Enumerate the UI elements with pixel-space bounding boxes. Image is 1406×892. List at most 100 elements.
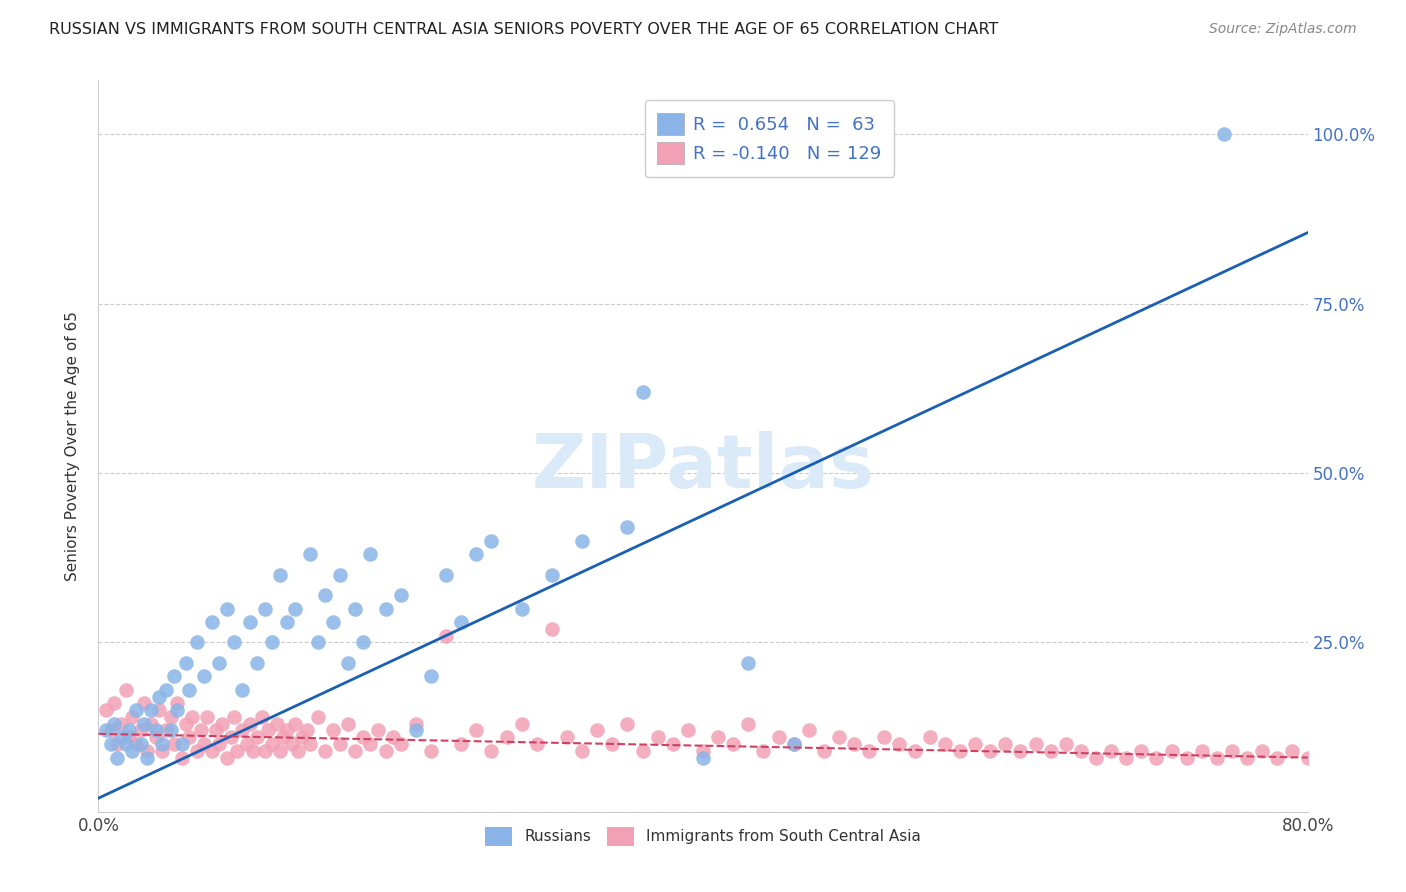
Point — [246, 730, 269, 744]
Point — [918, 730, 941, 744]
Point — [132, 716, 155, 731]
Point — [299, 547, 322, 561]
Point — [269, 567, 291, 582]
Point — [329, 737, 352, 751]
Point — [737, 716, 759, 731]
Point — [797, 723, 820, 738]
Point — [166, 703, 188, 717]
Point — [336, 656, 359, 670]
Point — [118, 723, 141, 738]
Point — [215, 601, 238, 615]
Point — [150, 737, 173, 751]
Point — [94, 703, 117, 717]
Point — [1039, 744, 1062, 758]
Point — [510, 601, 533, 615]
Point — [481, 744, 503, 758]
Point — [1160, 744, 1182, 758]
Point — [105, 737, 128, 751]
Point — [205, 723, 228, 738]
Point — [631, 744, 654, 758]
Point — [256, 723, 278, 738]
Point — [1296, 750, 1319, 764]
Point — [1054, 737, 1077, 751]
Point — [269, 744, 291, 758]
Text: ZIPatlas: ZIPatlas — [531, 432, 875, 505]
Point — [287, 744, 309, 758]
Point — [125, 703, 148, 717]
Point — [994, 737, 1017, 751]
Point — [129, 723, 152, 738]
Point — [465, 723, 488, 738]
Point — [195, 710, 218, 724]
Point — [125, 737, 148, 751]
Point — [813, 744, 835, 758]
Point — [163, 737, 186, 751]
Point — [934, 737, 956, 751]
Point — [148, 690, 170, 704]
Point — [389, 588, 412, 602]
Text: RUSSIAN VS IMMIGRANTS FROM SOUTH CENTRAL ASIA SENIORS POVERTY OVER THE AGE OF 65: RUSSIAN VS IMMIGRANTS FROM SOUTH CENTRAL… — [49, 22, 998, 37]
Point — [284, 716, 307, 731]
Point — [262, 737, 284, 751]
Point — [1010, 744, 1032, 758]
Point — [336, 716, 359, 731]
Point — [179, 682, 201, 697]
Point — [135, 744, 157, 758]
Point — [768, 730, 790, 744]
Point — [231, 682, 253, 697]
Point — [1115, 750, 1137, 764]
Point — [692, 750, 714, 764]
Point — [1191, 744, 1213, 758]
Point — [291, 730, 314, 744]
Point — [174, 656, 197, 670]
Point — [616, 716, 638, 731]
Point — [631, 384, 654, 399]
Point — [150, 744, 173, 758]
Point — [344, 601, 367, 615]
Point — [405, 716, 427, 731]
Point — [201, 615, 224, 629]
Legend: Russians, Immigrants from South Central Asia: Russians, Immigrants from South Central … — [478, 821, 928, 852]
Point — [737, 656, 759, 670]
Point — [299, 737, 322, 751]
Point — [1251, 744, 1274, 758]
Point — [367, 723, 389, 738]
Point — [661, 737, 683, 751]
Point — [201, 744, 224, 758]
Point — [828, 730, 851, 744]
Point — [166, 697, 188, 711]
Point — [360, 547, 382, 561]
Point — [979, 744, 1001, 758]
Point — [450, 737, 472, 751]
Point — [103, 716, 125, 731]
Point — [307, 635, 329, 649]
Point — [1213, 128, 1236, 142]
Point — [208, 737, 231, 751]
Point — [352, 730, 374, 744]
Point — [239, 716, 262, 731]
Point — [1085, 750, 1108, 764]
Point — [145, 723, 167, 738]
Point — [246, 656, 269, 670]
Point — [555, 730, 578, 744]
Point — [110, 716, 132, 731]
Point — [450, 615, 472, 629]
Point — [231, 723, 253, 738]
Point — [114, 737, 136, 751]
Point — [647, 730, 669, 744]
Point — [495, 730, 517, 744]
Point — [224, 635, 246, 649]
Point — [420, 744, 443, 758]
Point — [262, 635, 284, 649]
Point — [752, 744, 775, 758]
Point — [208, 656, 231, 670]
Point — [266, 716, 288, 731]
Point — [434, 629, 457, 643]
Point — [783, 737, 806, 751]
Point — [465, 547, 488, 561]
Point — [103, 697, 125, 711]
Point — [873, 730, 896, 744]
Point — [141, 716, 163, 731]
Point — [571, 744, 593, 758]
Point — [174, 716, 197, 731]
